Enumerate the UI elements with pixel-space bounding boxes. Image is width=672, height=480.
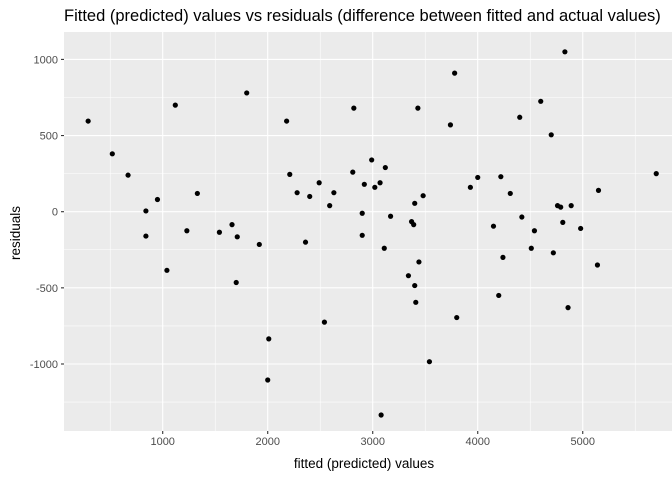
- data-point: [109, 151, 115, 157]
- data-point: [562, 49, 568, 55]
- data-point: [294, 190, 300, 196]
- data-point: [265, 377, 271, 383]
- data-point: [500, 254, 506, 260]
- y-axis-title: residuals: [8, 206, 23, 260]
- x-axis: 1000 2000 3000 4000 5000: [150, 431, 595, 448]
- data-point: [560, 219, 566, 225]
- data-point: [498, 174, 504, 180]
- x-tick-label: 1000: [150, 436, 174, 448]
- data-point: [411, 222, 417, 228]
- data-point: [595, 187, 602, 193]
- plot-panel: [64, 32, 672, 431]
- data-point: [550, 250, 556, 256]
- data-point: [538, 98, 544, 104]
- data-point: [216, 229, 223, 235]
- data-point: [327, 203, 333, 209]
- data-point: [233, 279, 239, 286]
- data-point: [307, 193, 313, 200]
- x-tick-label: 5000: [571, 436, 595, 448]
- data-point: [284, 118, 290, 124]
- data-point: [125, 172, 131, 178]
- data-point: [565, 305, 571, 311]
- data-point: [420, 193, 426, 199]
- y-tick-label: 500: [40, 131, 58, 143]
- data-point: [316, 180, 322, 186]
- data-point: [321, 319, 328, 325]
- y-tick-label: 1000: [34, 54, 58, 66]
- data-point: [653, 171, 659, 177]
- data-point: [452, 70, 458, 76]
- data-point: [302, 239, 309, 245]
- data-point: [359, 232, 365, 238]
- data-point: [172, 102, 178, 108]
- minor-gridlines: [64, 32, 672, 431]
- x-tick-label: 4000: [465, 436, 489, 448]
- data-point: [548, 132, 554, 138]
- data-point: [381, 245, 387, 251]
- data-point: [558, 204, 564, 210]
- data-point: [372, 184, 378, 190]
- data-point: [350, 169, 356, 175]
- data-point: [266, 336, 272, 342]
- data-point: [359, 210, 365, 216]
- data-point: [507, 190, 513, 197]
- x-axis-title: fitted (predicted) values: [294, 456, 435, 471]
- data-point: [594, 262, 601, 268]
- data-point: [85, 118, 91, 124]
- data-point: [369, 157, 375, 163]
- data-point: [234, 234, 240, 240]
- data-point: [405, 273, 412, 279]
- data-point: [490, 223, 497, 229]
- y-tick-label: -500: [36, 283, 58, 295]
- x-tick-label: 3000: [360, 436, 384, 448]
- data-point: [387, 213, 394, 219]
- data-point: [361, 181, 367, 187]
- data-point: [447, 122, 454, 128]
- data-point: [412, 200, 418, 206]
- data-point: [143, 208, 149, 214]
- data-point: [416, 259, 422, 265]
- data-point: [519, 214, 525, 220]
- data-point: [568, 203, 574, 209]
- data-point: [413, 299, 419, 305]
- data-point: [331, 190, 337, 196]
- data-point: [467, 184, 473, 190]
- data-point: [154, 196, 161, 203]
- data-point: [184, 228, 190, 234]
- data-point: [496, 292, 502, 299]
- data-point: [454, 314, 460, 321]
- data-point: [194, 190, 200, 197]
- data-point: [475, 174, 481, 181]
- major-gridlines: [64, 32, 672, 431]
- data-point: [578, 225, 584, 232]
- data-point: [415, 105, 421, 111]
- data-point: [382, 164, 388, 171]
- x-tick-label: 2000: [255, 436, 279, 448]
- data-point: [143, 233, 149, 239]
- data-point: [517, 114, 523, 120]
- data-point: [412, 282, 418, 289]
- y-tick-label: -1000: [30, 359, 58, 371]
- data-point: [377, 180, 383, 186]
- data-point: [229, 222, 235, 228]
- data-point: [528, 245, 534, 251]
- data-point: [531, 228, 538, 234]
- data-point: [378, 412, 384, 418]
- y-axis: -1000 -500 0 500 1000: [30, 54, 64, 371]
- data-point: [164, 267, 170, 273]
- data-points: [85, 49, 659, 418]
- data-point: [351, 105, 357, 111]
- data-point: [244, 90, 250, 96]
- chart-title: Fitted (predicted) values vs residuals (…: [64, 7, 661, 25]
- data-point: [426, 359, 433, 365]
- data-point: [287, 171, 293, 177]
- y-tick-label: 0: [52, 207, 58, 219]
- data-point: [256, 241, 262, 248]
